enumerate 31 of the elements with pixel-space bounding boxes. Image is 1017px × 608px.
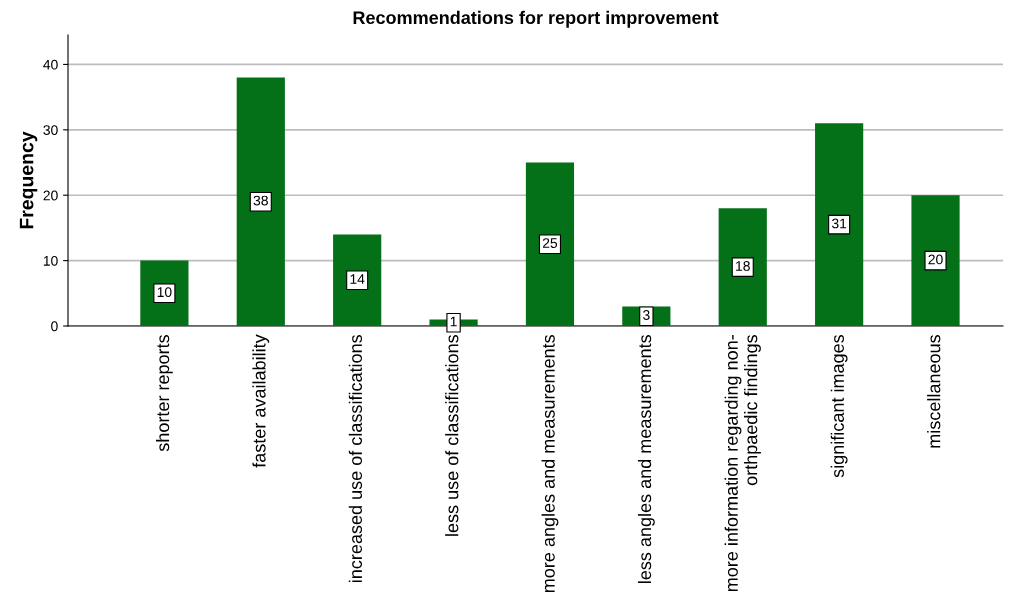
y-tick-label: 10 — [43, 255, 58, 266]
x-tick-label: significant images — [830, 334, 848, 478]
data-label: 1 — [450, 316, 457, 327]
data-label: 31 — [831, 218, 847, 229]
bar — [911, 195, 960, 326]
y-tick-label: 20 — [43, 190, 58, 201]
data-label: 18 — [736, 261, 750, 271]
data-label: 3 — [643, 310, 650, 320]
x-tick-label: more information regarding non- orthpaedic findings — [724, 334, 761, 592]
data-label: 25 — [542, 238, 558, 248]
x-tick-label: less use of classifications — [445, 334, 459, 536]
bar — [718, 208, 767, 326]
x-tick-label: miscellaneous — [927, 334, 941, 448]
y-tick-label: 30 — [43, 125, 58, 135]
y-tick-label: 40 — [43, 59, 58, 70]
data-label: 38 — [253, 195, 268, 206]
bar — [333, 234, 382, 326]
x-tick-label: faster availability — [252, 334, 270, 468]
data-label: 20 — [928, 254, 943, 265]
x-tick-label: more angles and measurements — [541, 334, 559, 593]
y-tick-label: 0 — [51, 321, 58, 332]
bar — [236, 77, 285, 326]
x-tick-label: increased use of classifications — [348, 334, 363, 582]
x-tick-label: shorter reports — [155, 334, 173, 452]
chart-title: Recommendations for report improvement — [353, 10, 719, 28]
data-label: 14 — [350, 274, 365, 284]
bar — [815, 123, 864, 326]
data-label: 10 — [157, 287, 172, 298]
bar — [525, 162, 575, 326]
x-tick-label: less angles and measurements — [637, 334, 655, 583]
y-axis-title: Frequency — [19, 131, 38, 229]
